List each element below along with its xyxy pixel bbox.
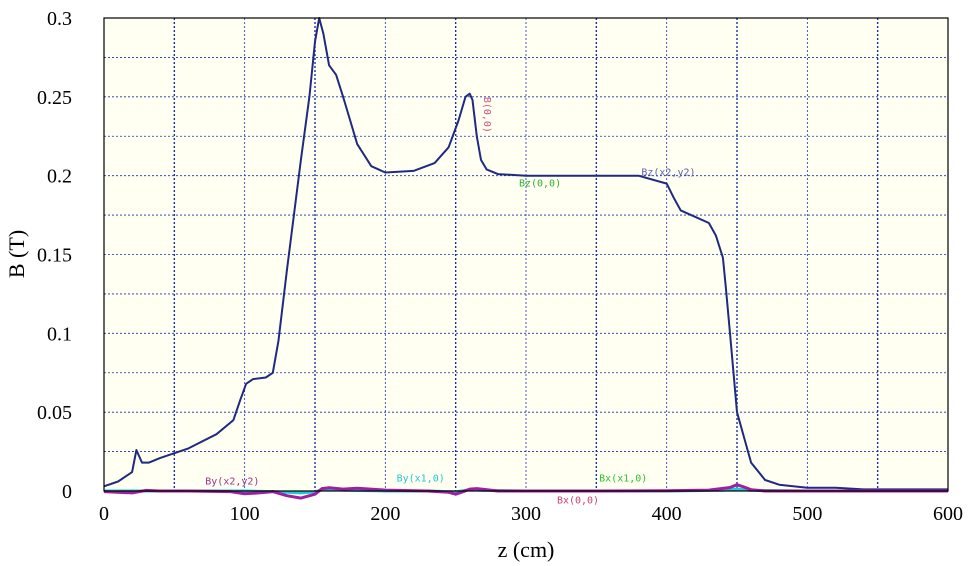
x-tick-label: 200	[370, 503, 400, 525]
x-tick-label: 400	[652, 503, 682, 525]
annotation-label: Bx(x1,0)	[599, 474, 647, 485]
x-axis-label: z (cm)	[498, 537, 555, 562]
plot-frame	[103, 17, 949, 492]
tick-labels: 0 100 200 300 400 500 600 0 0.05 0.1 0.15 0.2 0.25 0.…	[37, 8, 963, 525]
x-tick-label: 100	[230, 503, 260, 525]
y-tick-label: 0	[62, 481, 72, 503]
annotation-label: B(0,0)	[481, 97, 492, 133]
x-tick-label: 600	[933, 503, 963, 525]
annotation-label: By(x2,y2)	[205, 477, 259, 488]
x-tick-label: 500	[792, 503, 822, 525]
annotation-label: Bx(0,0)	[557, 496, 599, 507]
y-axis-label: B (T)	[4, 230, 29, 278]
series-line	[103, 483, 948, 500]
grid	[104, 18, 948, 491]
y-tick-label: 0.05	[37, 402, 72, 424]
y-tick-label: 0.25	[37, 87, 72, 109]
x-tick-label: 0	[99, 503, 109, 525]
annotations: B(0,0) Bz(x2,y2) Bz(0,0) By(x2,y2) By(x1,0) B…	[205, 97, 695, 507]
y-tick-label: 0.3	[47, 8, 72, 30]
annotation-label: By(x1,0)	[397, 474, 445, 485]
y-tick-label: 0.15	[37, 245, 72, 267]
y-tick-label: 0.1	[47, 323, 72, 345]
x-tick-label: 300	[511, 503, 541, 525]
annotation-label: Bz(0,0)	[519, 179, 561, 190]
y-tick-label: 0.2	[47, 166, 72, 188]
series-line	[103, 17, 948, 491]
annotation-label: Bz(x2,y2)	[641, 168, 695, 179]
